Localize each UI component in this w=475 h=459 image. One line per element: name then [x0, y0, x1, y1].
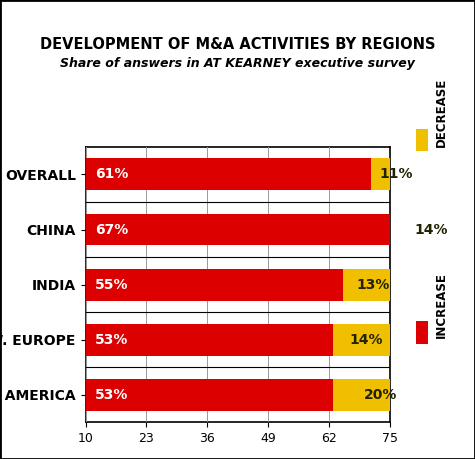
Bar	[399, 213, 465, 246]
Bar	[371, 158, 422, 190]
Text: DECREASE: DECREASE	[435, 78, 448, 147]
Bar	[86, 269, 343, 301]
Text: 14%: 14%	[350, 333, 383, 347]
Bar	[86, 213, 399, 246]
Text: 11%: 11%	[380, 168, 413, 181]
Bar	[86, 158, 371, 190]
Text: 53%: 53%	[95, 333, 128, 347]
Text: INCREASE: INCREASE	[435, 272, 448, 338]
Text: 20%: 20%	[363, 388, 397, 402]
Text: 67%: 67%	[95, 223, 128, 236]
Text: 61%: 61%	[95, 168, 128, 181]
Text: DEVELOPMENT OF M&A ACTIVITIES BY REGIONS: DEVELOPMENT OF M&A ACTIVITIES BY REGIONS	[40, 37, 435, 52]
Bar	[333, 379, 427, 411]
Bar	[343, 269, 404, 301]
Bar	[86, 379, 333, 411]
Bar	[333, 324, 399, 356]
Text: 55%: 55%	[95, 278, 128, 291]
Text: 13%: 13%	[356, 278, 390, 291]
Text: Share of answers in AT KEARNEY executive survey: Share of answers in AT KEARNEY executive…	[60, 57, 415, 70]
Text: 53%: 53%	[95, 388, 128, 402]
Text: 14%: 14%	[415, 223, 448, 236]
Bar	[86, 324, 333, 356]
